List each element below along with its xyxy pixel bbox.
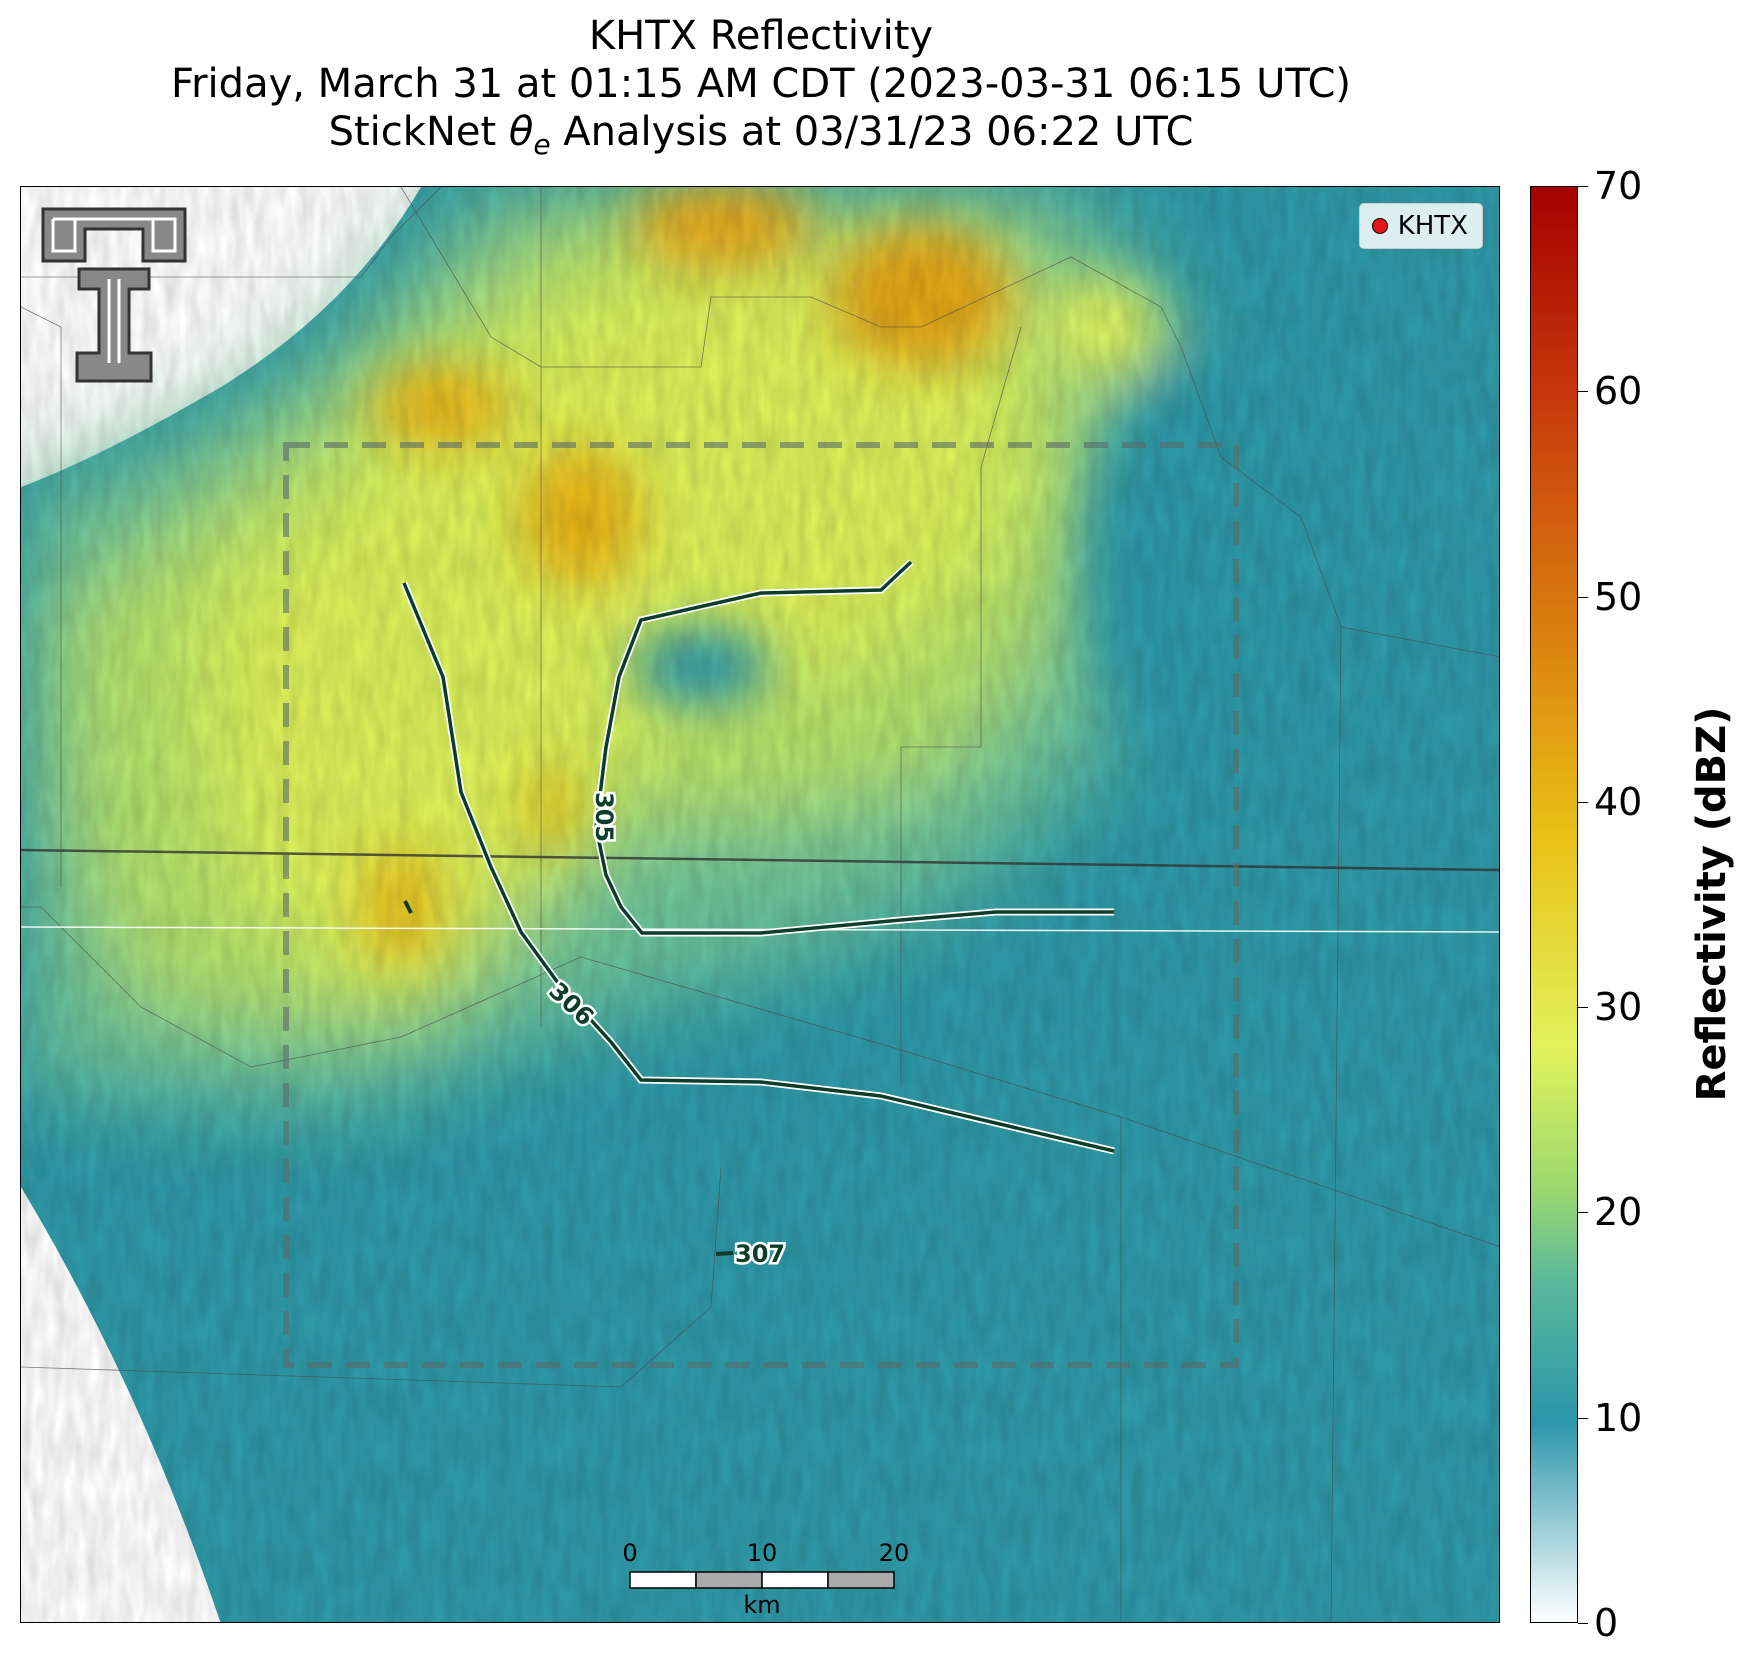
state-boundary [21, 848, 1499, 872]
colorbar-tick-label: 60 [1594, 369, 1643, 414]
theta-symbol: θ [508, 109, 534, 155]
colorbar-tick-mark [1578, 391, 1588, 393]
contour-label-305: 305 [590, 792, 618, 842]
colorbar-tick-mark [1578, 1007, 1588, 1009]
scale-bar: 0 10 20 km [622, 1539, 909, 1619]
contour-306-line [402, 582, 1115, 1153]
contour-label-307: 307 [735, 1240, 785, 1268]
radar-map[interactable]: 305 306 307 0 10 20 km KHTX [20, 186, 1500, 1623]
title-line-3: StickNet θe Analysis at 03/31/23 06:22 U… [0, 108, 1522, 169]
reflectivity-field [21, 187, 1499, 1622]
colorbar-tick-label: 20 [1594, 1190, 1643, 1235]
colorbar-tick-mark [1578, 801, 1588, 803]
title-line-3-prefix: StickNet [328, 109, 509, 155]
scale-bar-unit: km [743, 1591, 780, 1619]
colorbar-tick-label: 50 [1594, 574, 1643, 619]
title-line-1: KHTX Reflectivity [588, 13, 934, 59]
scale-bar-segment-4 [827, 1571, 895, 1589]
scale-bar-tick-10: 10 [747, 1539, 778, 1567]
colorbar-tick-label: 70 [1594, 164, 1643, 208]
colorbar-tick-mark [1578, 1623, 1588, 1624]
scale-bar-tick-0: 0 [622, 1539, 637, 1567]
colorbar-tick-mark [1578, 596, 1588, 598]
colorbar-tick-mark [1578, 1212, 1588, 1214]
colorbar-tick-mark [1578, 186, 1588, 187]
legend-label: KHTX [1397, 211, 1468, 241]
radar-map-canvas: 305 306 307 0 10 20 km [21, 187, 1499, 1622]
theta-e-contours: 305 306 307 [400, 559, 1115, 1271]
colorbar [1530, 186, 1578, 1623]
title-line-2: Friday, March 31 at 01:15 AM CDT (2023-0… [171, 61, 1351, 107]
analysis-domain-box [283, 442, 1239, 1368]
contour-fragment [403, 900, 413, 914]
scale-bar-tick-20: 20 [879, 1539, 910, 1567]
scale-bar-segment-1 [629, 1571, 697, 1589]
radar-site-marker [1371, 218, 1388, 234]
colorbar-tick-label: 0 [1594, 1601, 1619, 1645]
map-legend: KHTX [1358, 203, 1483, 249]
colorbar-tick-label: 40 [1594, 779, 1643, 824]
contour-307-tick [715, 1251, 734, 1256]
scale-bar-segment-3 [761, 1571, 829, 1589]
chart-title: KHTX Reflectivity Friday, March 31 at 01… [0, 12, 1522, 169]
scale-bar-segment-2 [695, 1571, 763, 1589]
texas-tech-logo [41, 207, 187, 383]
contour-305-line [594, 560, 1114, 935]
colorbar-label: Reflectivity (dBZ) [1689, 706, 1735, 1102]
colorbar-tick-label: 30 [1594, 985, 1643, 1030]
colorbar-tick-label: 10 [1594, 1395, 1643, 1440]
theta-subscript: e [533, 128, 551, 161]
colorbar-tick-mark [1578, 1417, 1588, 1419]
title-line-3-suffix: Analysis at 03/31/23 06:22 UTC [550, 109, 1194, 155]
county-boundaries [21, 187, 1499, 1622]
